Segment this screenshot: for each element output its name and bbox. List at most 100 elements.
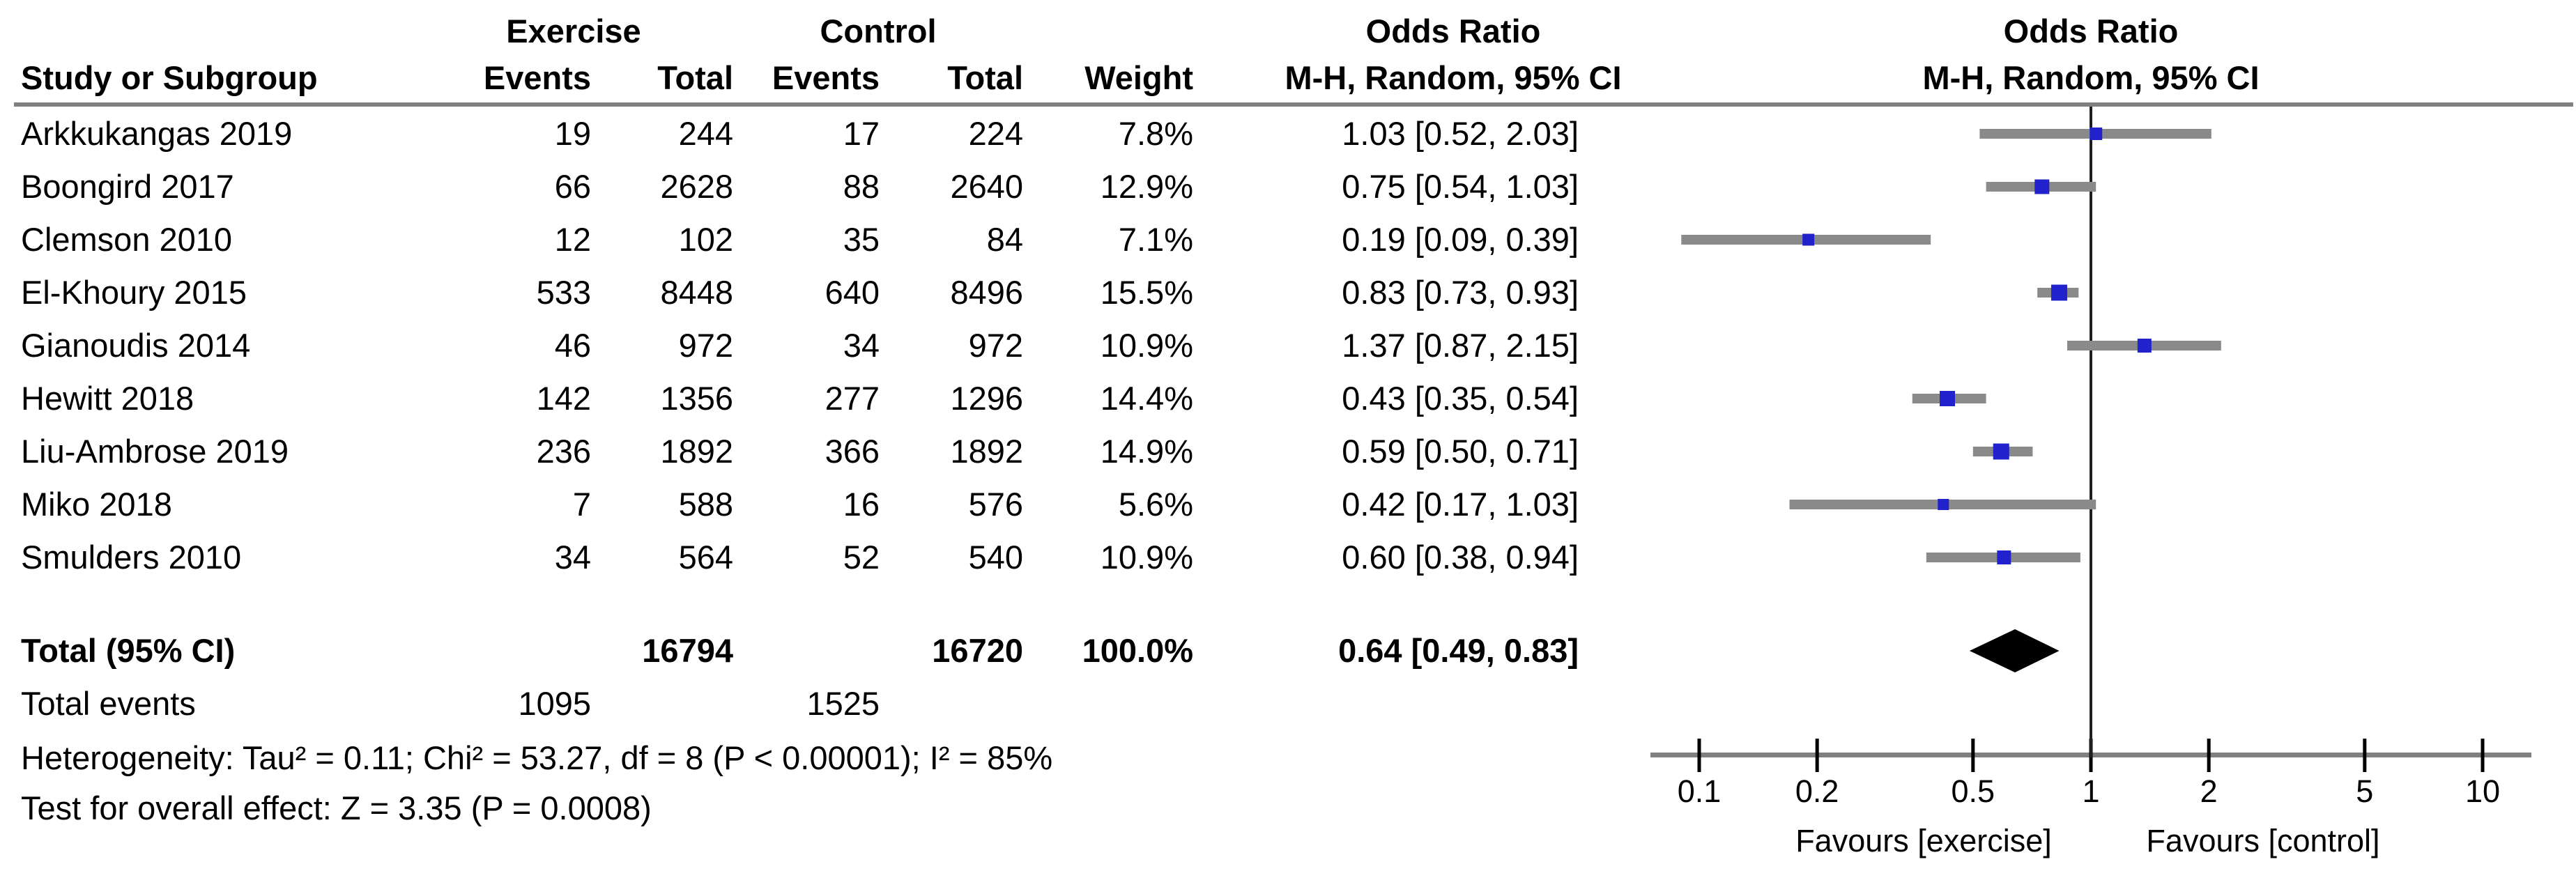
exercise-total-value: 102 [678, 221, 733, 258]
exercise-events-value: 142 [536, 380, 591, 417]
total-events-exercise: 1095 [518, 685, 591, 722]
study-row: Smulders 2010 34 564 52 540 10.9% 0.60 [0.38, … [0, 531, 2576, 584]
favours-exercise-label: Favours [exercise] [1795, 823, 2052, 858]
axis-tick [1815, 739, 1819, 772]
or-marker [2090, 128, 2103, 140]
axis-tick-label: 0.2 [1795, 773, 1839, 809]
weight-value: 7.1% [1118, 221, 1193, 258]
weight-value: 5.6% [1118, 486, 1193, 523]
study-row: Miko 2018 7 588 16 576 5.6% 0.42 [0.17, 1.03] [0, 478, 2576, 531]
study-row: Gianoudis 2014 46 972 34 972 10.9% 1.37 [0.87,… [0, 319, 2576, 372]
control-total-value: 1892 [950, 433, 1023, 470]
or-marker [1940, 391, 1956, 406]
exercise-total-value: 972 [678, 327, 733, 364]
control-events-value: 277 [825, 380, 880, 417]
weight-value: 14.9% [1100, 433, 1193, 470]
control-total-value: 224 [968, 115, 1023, 152]
control-total-value: 84 [986, 221, 1023, 258]
control-total-value: 576 [968, 486, 1023, 523]
total-events-label: Total events [21, 685, 196, 722]
exercise-events-value: 66 [554, 168, 591, 205]
study-row: Arkkukangas 2019 19 244 17 224 7.8% 1.03 [0.52… [0, 107, 2576, 160]
column-header-mh-ci-plot: M-H, Random, 95% CI [1922, 59, 2260, 96]
or-ci-text: 1.03 [0.52, 2.03] [1342, 115, 1579, 152]
study-row: Boongird 2017 66 2628 88 2640 12.9% 0.75 [0.54… [0, 160, 2576, 213]
control-events-value: 35 [843, 221, 880, 258]
axis-tick [1971, 739, 1975, 772]
control-events-value: 34 [843, 327, 880, 364]
or-ci-text: 0.75 [0.54, 1.03] [1342, 168, 1579, 205]
exercise-events-value: 19 [554, 115, 591, 152]
or-marker [2137, 339, 2152, 353]
study-name: Gianoudis 2014 [21, 327, 251, 364]
control-events-value: 16 [843, 486, 880, 523]
total-events-control: 1525 [806, 685, 880, 722]
exercise-total-value: 2628 [660, 168, 733, 205]
study-name: Clemson 2010 [21, 221, 233, 258]
exercise-events-value: 34 [554, 539, 591, 576]
total-weight: 100.0% [1082, 632, 1193, 669]
control-events-value: 366 [825, 433, 880, 470]
or-ci-text: 0.19 [0.09, 0.39] [1342, 221, 1579, 258]
weight-value: 15.5% [1100, 274, 1193, 311]
weight-value: 7.8% [1118, 115, 1193, 152]
study-row: El-Khoury 2015 533 8448 640 8496 15.5% 0.83 [0… [0, 266, 2576, 319]
axis-tick-label: 10 [2464, 773, 2501, 809]
axis-tick [1697, 739, 1701, 772]
exercise-total-value: 8448 [660, 274, 733, 311]
control-events-value: 640 [825, 274, 880, 311]
exercise-total-value: 1892 [660, 433, 733, 470]
study-name: Hewitt 2018 [21, 380, 194, 417]
reference-line [2090, 107, 2092, 757]
study-name: Arkkukangas 2019 [21, 115, 293, 152]
study-name: Miko 2018 [21, 486, 172, 523]
odds-ratio-header-table: Odds Ratio [1365, 13, 1541, 49]
exercise-events-value: 236 [536, 433, 591, 470]
total-or-ci-text: 0.64 [0.49, 0.83] [1338, 632, 1579, 669]
or-ci-text: 0.59 [0.50, 0.71] [1342, 433, 1579, 470]
column-header-mh-ci-table: M-H, Random, 95% CI [1285, 59, 1622, 96]
axis-tick-label: 0.1 [1677, 773, 1722, 809]
exercise-total-value: 588 [678, 486, 733, 523]
exercise-total-value: 1356 [660, 380, 733, 417]
odds-ratio-header-plot: Odds Ratio [2003, 13, 2179, 49]
study-name: Boongird 2017 [21, 168, 234, 205]
control-group-header: Control [820, 13, 937, 49]
exercise-total-value: 564 [678, 539, 733, 576]
header-divider-rule [14, 102, 2573, 107]
axis-tick-label: 1 [2082, 773, 2100, 809]
total-row-label: Total (95% CI) [21, 632, 236, 669]
overall-effect-line: Test for overall effect: Z = 3.35 (P = 0… [21, 789, 652, 826]
column-header-exercise-total: Total [657, 59, 733, 96]
column-header-weight: Weight [1084, 59, 1193, 96]
or-marker [1997, 550, 2011, 564]
or-marker [1802, 233, 1815, 246]
total-events-row: Total events 1095 1525 [0, 677, 2576, 730]
control-total-value: 1296 [950, 380, 1023, 417]
or-ci-text: 0.42 [0.17, 1.03] [1342, 486, 1579, 523]
study-name: El-Khoury 2015 [21, 274, 247, 311]
weight-value: 14.4% [1100, 380, 1193, 417]
or-marker [2034, 179, 2050, 194]
weight-value: 12.9% [1100, 168, 1193, 205]
or-marker [1938, 499, 1949, 510]
control-total-value: 8496 [950, 274, 1023, 311]
or-ci-text: 0.60 [0.38, 0.94] [1342, 539, 1579, 576]
or-marker [1993, 443, 2009, 460]
or-ci-text: 1.37 [0.87, 2.15] [1342, 327, 1579, 364]
control-events-value: 17 [843, 115, 880, 152]
exercise-events-value: 7 [572, 486, 591, 523]
control-total-value: 540 [968, 539, 1023, 576]
favours-control-label: Favours [control] [2146, 823, 2380, 858]
column-header-exercise-events: Events [483, 59, 591, 96]
control-total-value: 972 [968, 327, 1023, 364]
or-ci-text: 0.43 [0.35, 0.54] [1342, 380, 1579, 417]
study-row: Liu-Ambrose 2019 236 1892 366 1892 14.9% 0.59 … [0, 425, 2576, 478]
axis-tick-label: 0.5 [1951, 773, 1995, 809]
control-events-value: 52 [843, 539, 880, 576]
axis-tick-label: 2 [2200, 773, 2218, 809]
exercise-events-value: 46 [554, 327, 591, 364]
axis-tick-label: 5 [2356, 773, 2374, 809]
control-events-value: 88 [843, 168, 880, 205]
